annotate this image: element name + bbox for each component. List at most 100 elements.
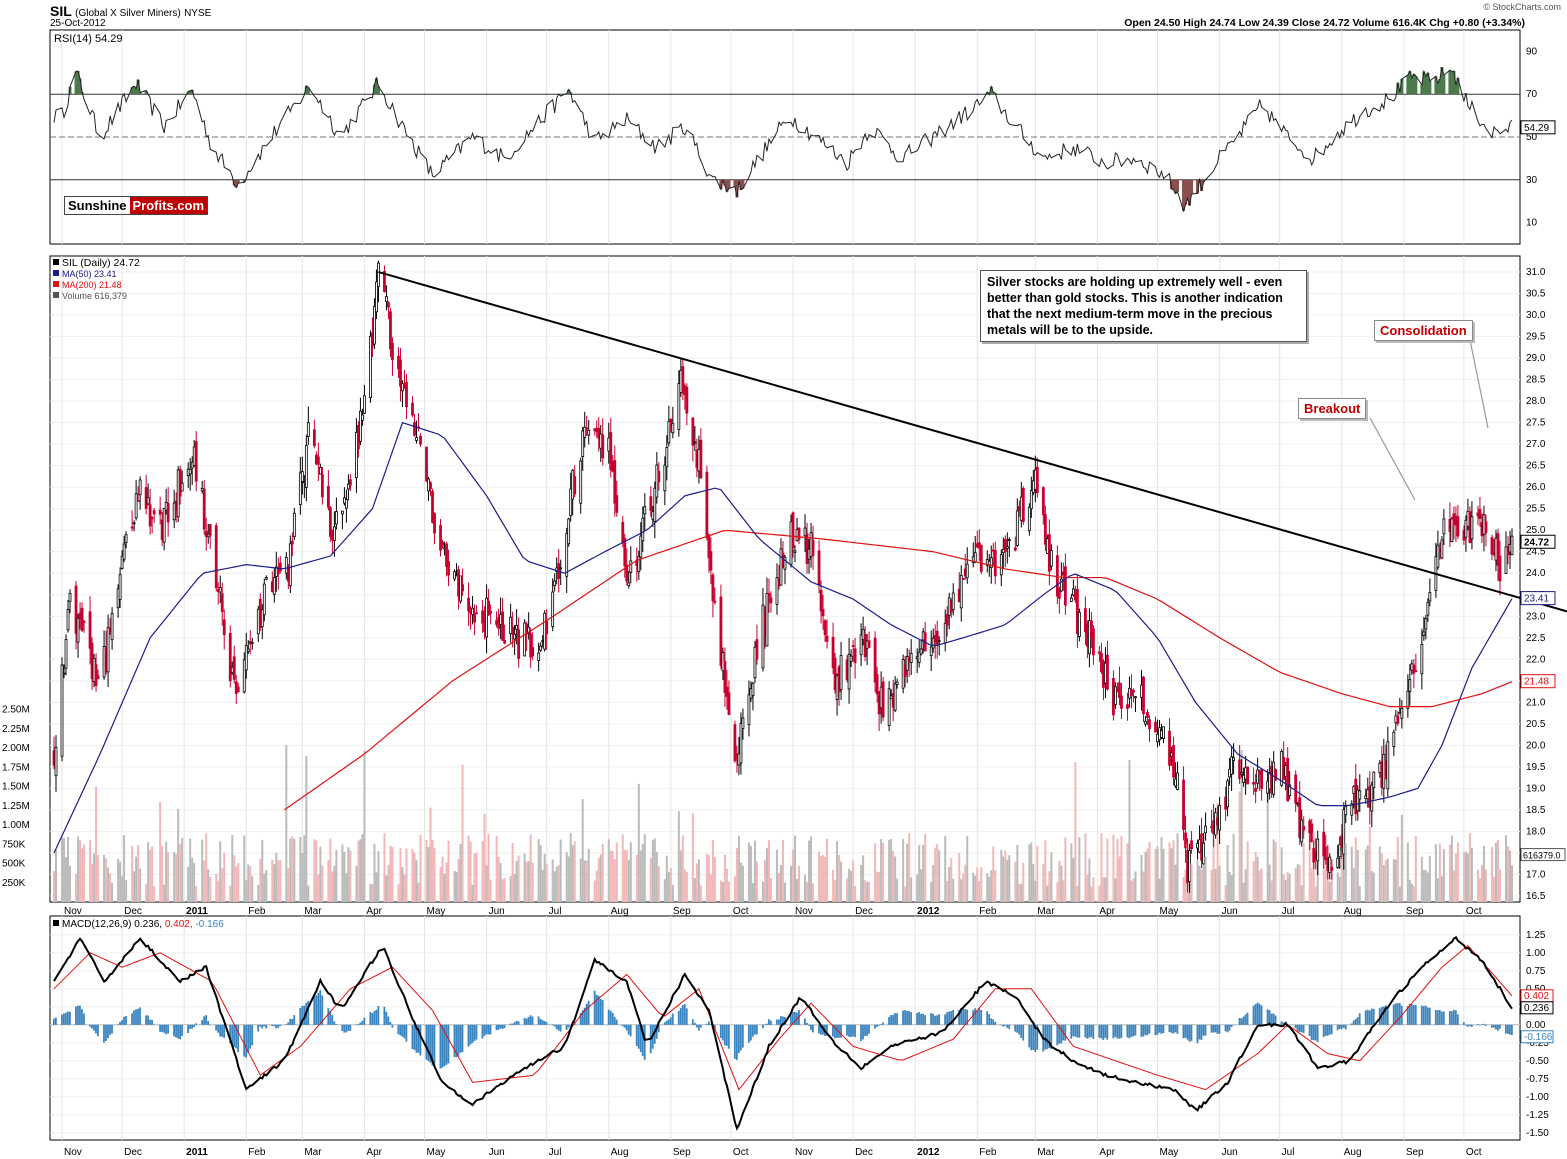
volume-bar bbox=[69, 865, 72, 902]
candle-body bbox=[208, 524, 212, 536]
price-y-tick: 28.5 bbox=[1526, 375, 1546, 386]
candle-body bbox=[1202, 842, 1205, 865]
macd-histogram-bar bbox=[209, 1024, 212, 1026]
volume-bar bbox=[181, 837, 184, 902]
volume-bar bbox=[683, 869, 686, 902]
macd-histogram-bar bbox=[1008, 1024, 1011, 1029]
macd-histogram-bar bbox=[635, 1024, 638, 1047]
volume-bar bbox=[233, 855, 236, 902]
volume-bar bbox=[822, 855, 825, 902]
volume-bar bbox=[1228, 871, 1231, 902]
volume-bar bbox=[259, 858, 262, 902]
macd-histogram-bar bbox=[429, 1024, 432, 1063]
candle-body bbox=[328, 507, 332, 537]
candle-body bbox=[511, 626, 515, 635]
volume-bar bbox=[846, 878, 849, 902]
candle-body bbox=[132, 522, 136, 525]
volume-bar bbox=[713, 856, 716, 902]
volume-bar bbox=[769, 878, 772, 902]
macd-histogram-bar bbox=[792, 1012, 794, 1025]
price-legend-entry: Volume 616,379 bbox=[62, 291, 127, 301]
candle-body bbox=[1126, 704, 1129, 709]
volume-bar bbox=[117, 858, 120, 902]
macd-histogram-bar bbox=[195, 1023, 197, 1025]
volume-bar bbox=[215, 873, 218, 902]
x-tick-label: Sep bbox=[1406, 1147, 1424, 1158]
macd-histogram-bar bbox=[121, 1020, 123, 1025]
volume-bar bbox=[1258, 870, 1261, 902]
volume-bar bbox=[1244, 869, 1247, 902]
macd-histogram-bar bbox=[1462, 1022, 1465, 1025]
x-tick-label: May bbox=[427, 906, 446, 917]
macd-histogram-bar bbox=[1242, 1016, 1245, 1025]
volume-bar bbox=[944, 836, 947, 902]
volume-bar bbox=[389, 845, 392, 902]
candle-body bbox=[429, 482, 432, 489]
x-tick-label: Feb bbox=[979, 1147, 997, 1158]
volume-bar bbox=[1058, 860, 1061, 902]
chart-header-symbol: SIL (Global X Silver Miners) NYSE bbox=[50, 3, 211, 19]
macd-histogram-bar bbox=[431, 1024, 434, 1066]
volume-bar bbox=[1008, 855, 1011, 902]
candle-body bbox=[713, 600, 717, 603]
volume-bar bbox=[894, 856, 897, 902]
x-tick-label: Feb bbox=[979, 906, 997, 917]
macd-histogram-bar bbox=[1190, 1024, 1193, 1041]
volume-bar bbox=[1230, 875, 1233, 902]
macd-histogram-bar bbox=[117, 1024, 119, 1025]
candle-body bbox=[523, 622, 527, 657]
macd-histogram-bar bbox=[1098, 1024, 1101, 1038]
macd-histogram-bar bbox=[1200, 1024, 1203, 1040]
candle-body bbox=[895, 681, 899, 686]
candle-body bbox=[264, 577, 268, 580]
candle-body bbox=[373, 306, 376, 345]
macd-histogram-bar bbox=[273, 1024, 276, 1027]
volume-bar bbox=[1298, 865, 1301, 902]
candle-body bbox=[1134, 696, 1137, 699]
macd-histogram-bar bbox=[1440, 1011, 1443, 1025]
macd-histogram-bar bbox=[836, 1024, 838, 1038]
volume-bar bbox=[1296, 864, 1299, 902]
macd-histogram-bar bbox=[137, 1008, 139, 1025]
macd-histogram-bar bbox=[1410, 1004, 1413, 1025]
volume-bar bbox=[946, 880, 949, 902]
macd-histogram-bar bbox=[583, 1007, 586, 1025]
volume-bar bbox=[796, 879, 799, 902]
macd-histogram-bar bbox=[1294, 1024, 1297, 1029]
x-tick-label: Jul bbox=[549, 1147, 562, 1158]
macd-histogram-bar bbox=[739, 1024, 742, 1051]
macd-histogram-bar bbox=[355, 1024, 358, 1026]
macd-histogram-bar bbox=[1382, 1006, 1385, 1025]
candle-body bbox=[681, 366, 685, 394]
macd-histogram-bar bbox=[936, 1015, 939, 1025]
macd-histogram-bar bbox=[55, 1017, 57, 1025]
volume-bar bbox=[459, 843, 462, 902]
volume-bar bbox=[810, 836, 813, 902]
volume-bar bbox=[345, 872, 348, 902]
volume-bar bbox=[892, 851, 895, 902]
volume-bar bbox=[1282, 874, 1285, 902]
candle-body bbox=[447, 560, 450, 576]
volume-bar bbox=[1070, 843, 1073, 902]
macd-histogram-bar bbox=[145, 1015, 147, 1025]
volume-bar bbox=[447, 840, 450, 902]
volume-bar bbox=[1378, 846, 1381, 902]
volume-bar bbox=[53, 871, 56, 902]
volume-bar bbox=[890, 839, 893, 902]
price-y-tick: 25.5 bbox=[1526, 504, 1546, 515]
macd-histogram-bar bbox=[852, 1024, 854, 1037]
volume-bar bbox=[153, 886, 156, 902]
macd-histogram-bar bbox=[307, 1000, 310, 1025]
macd-histogram-bar bbox=[569, 1024, 572, 1026]
volume-bar bbox=[741, 865, 744, 902]
candle-body bbox=[943, 622, 947, 644]
macd-histogram-bar bbox=[705, 1023, 708, 1025]
x-tick-label: Jun bbox=[489, 906, 505, 917]
candle-body bbox=[1316, 838, 1320, 862]
volume-bar bbox=[593, 880, 596, 902]
volume-bar bbox=[880, 838, 883, 902]
x-tick-label: Mar bbox=[1037, 1147, 1055, 1158]
volume-bar bbox=[916, 874, 919, 902]
candle-body bbox=[1118, 682, 1121, 698]
macd-histogram-bar bbox=[455, 1024, 458, 1058]
